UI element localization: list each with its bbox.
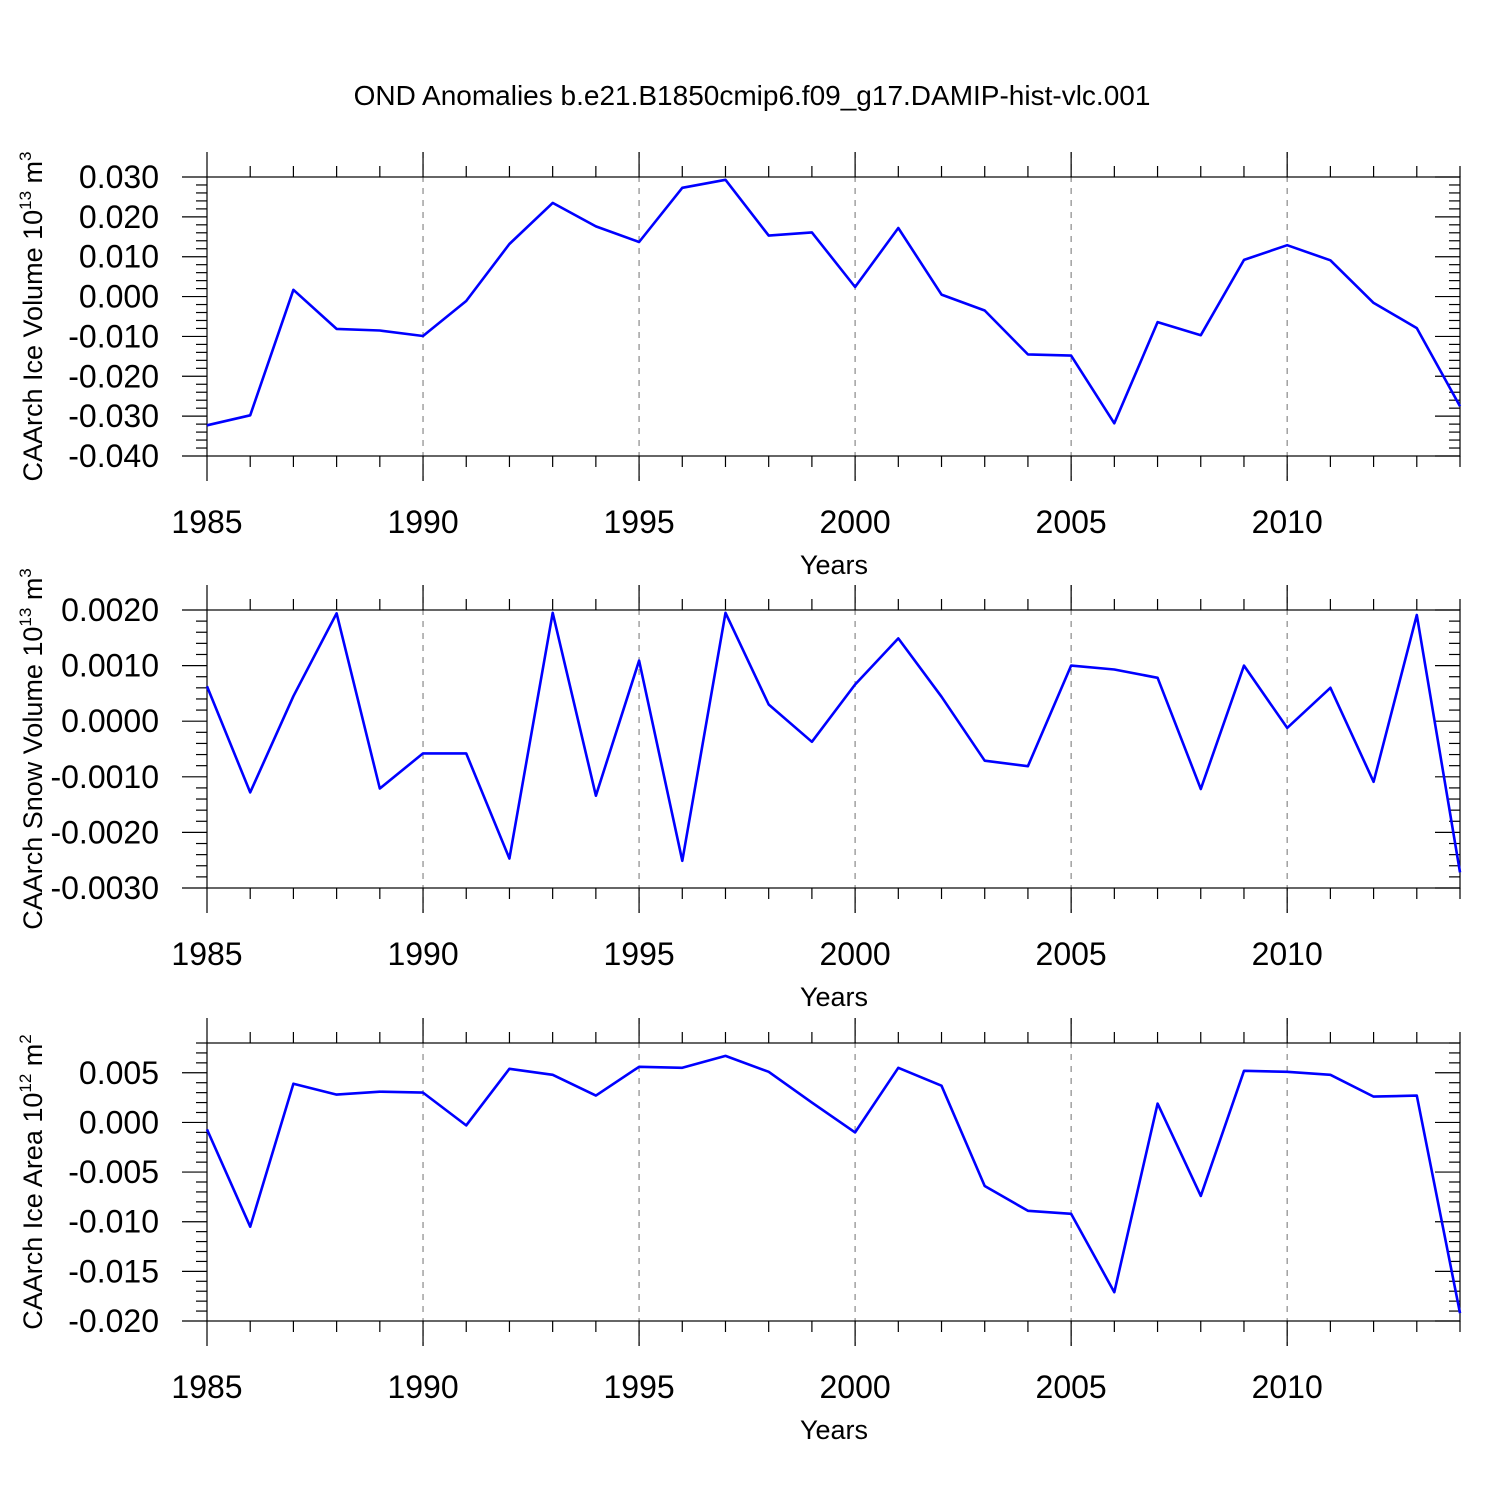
x-tick-label: 2000 [820,504,891,540]
x-tick-label: 2005 [1036,1369,1107,1405]
x-tick-label: 2005 [1036,504,1107,540]
y-tick-label: -0.0020 [50,814,159,850]
y-axis-title-unit: m [18,578,48,608]
y-axis-title-unit: m [18,1044,48,1074]
x-tick-label: 2010 [1252,504,1323,540]
y-axis-title: CAArch Ice Area 1012 m2 [16,1034,48,1330]
y-axis-title: CAArch Ice Volume 1013 m3 [16,151,48,481]
y-tick-label: 0.020 [79,199,159,235]
y-tick-label: -0.005 [68,1154,159,1190]
y-axis-title: CAArch Snow Volume 1013 m3 [16,568,48,930]
x-tick-label: 1995 [603,1369,674,1405]
y-axis-title-unit-exponent: 3 [16,151,35,160]
y-tick-label: 0.005 [79,1055,159,1091]
y-tick-label: 0.010 [79,239,159,275]
y-tick-label: 0.030 [79,159,159,195]
panel-3: 1985 1990 1995 2000 2005 2010 -0.020 -0.015 -0.0… [16,1018,1462,1445]
y-axis-title-unit-exponent: 3 [16,568,35,577]
y-tick-label: -0.015 [68,1253,159,1289]
series-line [205,1054,1462,1314]
y-axis-title-exponent: 13 [16,608,35,627]
y-tick-label: 0.0020 [61,592,159,628]
y-tick-label: -0.040 [68,438,159,474]
x-tick-label: 2000 [820,936,891,972]
y-tick-label: -0.030 [68,398,159,434]
x-tick-label: 2010 [1252,936,1323,972]
y-axis-title-unit-exponent: 2 [16,1034,35,1043]
x-tick-label: 1985 [171,936,242,972]
x-axis-title: Years [800,1415,868,1445]
panels-group: 1985 1990 1995 2000 2005 2010 -0.040 -0.030 -0.0… [16,151,1462,1445]
panel-1: 1985 1990 1995 2000 2005 2010 -0.040 -0.030 -0.0… [16,151,1462,580]
y-axis-title-text: CAArch Snow Volume 10 [18,627,48,930]
x-tick-label: 1985 [171,504,242,540]
y-axis-title-text: CAArch Ice Volume 10 [18,210,48,482]
x-tick-label: 2010 [1252,1369,1323,1405]
x-tick-label: 2000 [820,1369,891,1405]
x-tick-label: 2005 [1036,936,1107,972]
x-tick-label: 1990 [387,504,458,540]
plot-frame [206,1042,1461,1322]
y-tick-label: -0.0030 [50,870,159,906]
y-tick-label: -0.0010 [50,759,159,795]
y-tick-label: 0.000 [79,279,159,315]
plot-frame [206,176,1461,457]
y-axis-title-exponent: 13 [16,191,35,210]
plot-frame [206,609,1461,889]
x-tick-label: 1990 [387,936,458,972]
series-line [205,611,1462,873]
y-tick-label: 0.000 [79,1104,159,1140]
x-tick-label: 1990 [387,1369,458,1405]
panel-2: 1985 1990 1995 2000 2005 2010 -0.0030 -0.0020 -0… [16,568,1462,1012]
x-tick-label: 1995 [603,936,674,972]
y-axis-title-text: CAArch Ice Area 10 [18,1093,48,1330]
x-tick-label: 1985 [171,1369,242,1405]
chart-title: OND Anomalies b.e21.B1850cmip6.f09_g17.D… [354,80,1151,111]
y-tick-label: 0.0010 [61,648,159,684]
x-axis-title: Years [800,982,868,1012]
x-tick-label: 1995 [603,504,674,540]
y-tick-label: -0.020 [68,358,159,394]
y-tick-label: -0.010 [68,1204,159,1240]
x-axis-title: Years [800,550,868,580]
y-axis-title-exponent: 12 [16,1074,35,1093]
y-tick-label: -0.010 [68,318,159,354]
series-line [206,178,1462,427]
y-tick-label: -0.020 [68,1303,159,1339]
y-tick-label: 0.0000 [61,703,159,739]
y-axis-title-unit: m [18,161,48,191]
